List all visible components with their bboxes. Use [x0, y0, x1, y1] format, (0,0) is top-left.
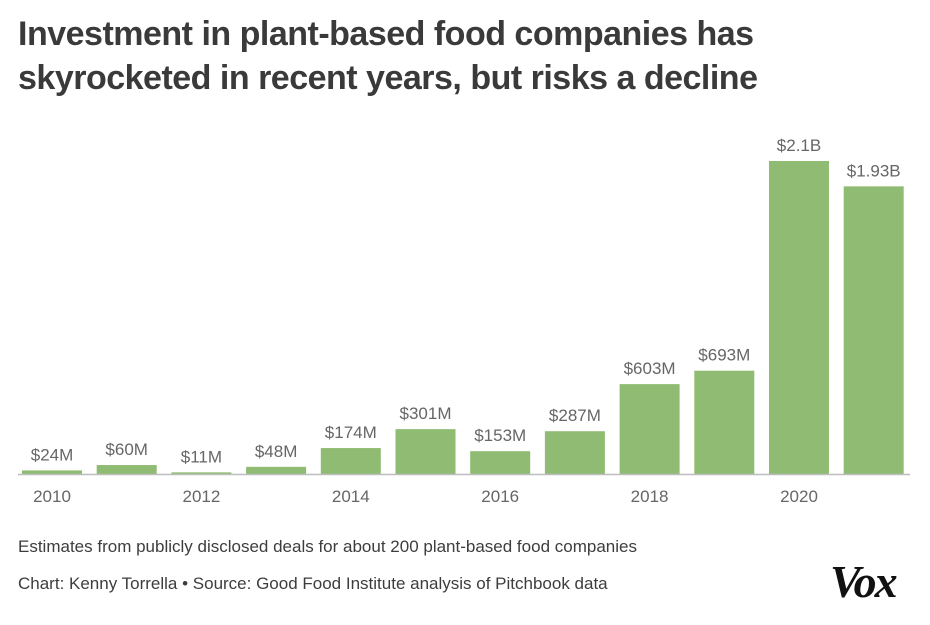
bar-2015	[395, 429, 456, 474]
vox-logo: Vox	[830, 556, 898, 607]
x-tick-2014: 2014	[332, 487, 370, 506]
value-label-2013: $48M	[255, 442, 298, 461]
bar-2011	[96, 465, 157, 474]
value-label-2016: $153M	[474, 426, 526, 445]
value-label-2011: $60M	[105, 440, 148, 459]
bar-2010	[22, 470, 82, 474]
bar-2014	[320, 448, 381, 474]
x-tick-2016: 2016	[481, 487, 519, 506]
chart-title-line-2: skyrocketed in recent years, but risks a…	[18, 59, 758, 97]
value-label-2012: $11M	[181, 447, 222, 466]
chart-note: Estimates from publicly disclosed deals …	[18, 537, 637, 556]
value-label-2015: $301M	[400, 404, 452, 423]
bar-2013	[246, 466, 307, 474]
x-tick-2012: 2012	[182, 487, 220, 506]
bar-2020	[769, 161, 829, 474]
value-label-2020: $2.1B	[777, 136, 821, 155]
chart-title-line-1: Investment in plant-based food companies…	[18, 15, 754, 53]
chart-credit: Chart: Kenny Torrella • Source: Good Foo…	[18, 574, 608, 593]
bar-2019	[694, 370, 755, 474]
bar-2012	[171, 472, 232, 474]
bar-2021	[843, 186, 904, 475]
x-tick-2010: 2010	[33, 487, 71, 506]
value-label-2019: $693M	[698, 346, 750, 365]
value-label-2014: $174M	[325, 423, 377, 442]
x-tick-2020: 2020	[780, 487, 818, 506]
value-label-2017: $287M	[549, 406, 601, 425]
value-label-2010: $24M	[31, 445, 74, 464]
value-label-2021: $1.93B	[847, 161, 901, 180]
value-label-2018: $603M	[624, 359, 676, 378]
bar-2017	[544, 431, 605, 474]
bar-chart: $24M 2010 $60M $11M 2012 $48M $174M 2014 $301M $1…	[18, 136, 910, 506]
bar-2018	[619, 384, 680, 474]
chart-title: Investment in plant-based food companies…	[18, 12, 908, 100]
x-tick-2018: 2018	[631, 487, 669, 506]
bar-2016	[470, 451, 531, 474]
